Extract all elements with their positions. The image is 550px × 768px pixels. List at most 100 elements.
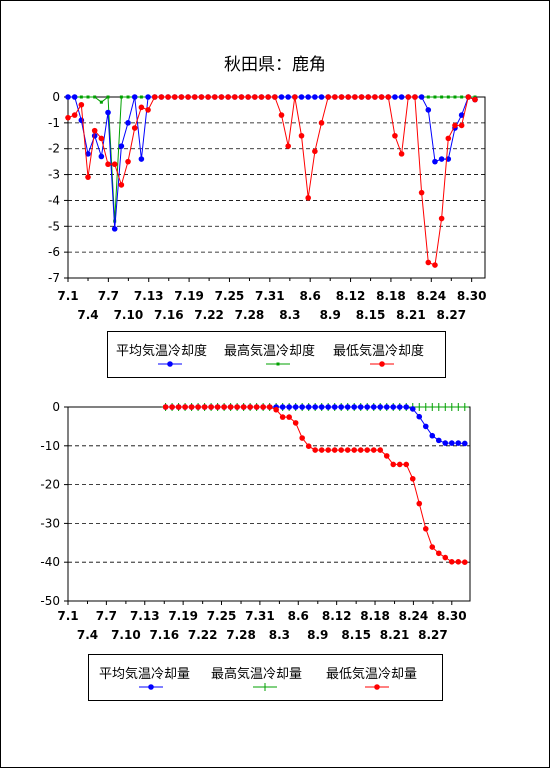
data-point-mean bbox=[312, 94, 318, 100]
data-point-mean bbox=[325, 404, 331, 410]
x-tick-label: 8.30 bbox=[457, 289, 487, 303]
x-tick-label: 8.27 bbox=[437, 308, 467, 322]
data-point-min bbox=[171, 94, 178, 100]
data-point-mean bbox=[435, 437, 442, 444]
x-tick-label: 8.15 bbox=[341, 628, 371, 642]
data-point-min bbox=[138, 104, 145, 111]
data-point-mean bbox=[429, 432, 436, 439]
cooling-degree-chart: 0 -1 -2 -3 -4 -5 -6 -7 7.1 7.7 7.13 7.19 7.25 7.31 8.6… bbox=[48, 90, 487, 322]
y-tick-label: -4 bbox=[48, 193, 60, 207]
data-point-min bbox=[158, 94, 165, 100]
data-point-min bbox=[455, 559, 462, 565]
data-point-min bbox=[392, 132, 398, 139]
data-point-mean bbox=[351, 404, 358, 410]
data-point-min bbox=[198, 94, 205, 100]
data-point-min bbox=[98, 135, 105, 142]
y-tick-label: -6 bbox=[48, 245, 60, 259]
data-point-min bbox=[318, 120, 325, 126]
data-point-min bbox=[370, 447, 377, 453]
data-point-min bbox=[425, 259, 432, 266]
data-point-min bbox=[208, 404, 214, 410]
data-point-min bbox=[145, 107, 151, 113]
data-point-min bbox=[338, 94, 345, 100]
data-point-min bbox=[201, 404, 208, 410]
y-tick-label: 0 bbox=[52, 400, 60, 414]
data-point-min bbox=[351, 447, 358, 453]
data-point-min bbox=[312, 148, 318, 155]
data-point-min bbox=[225, 94, 231, 100]
data-point-mean bbox=[279, 404, 286, 410]
data-point-min bbox=[71, 112, 78, 118]
data-point-min bbox=[385, 94, 392, 100]
x-tick-label: 8.3 bbox=[269, 628, 290, 642]
legend-marker-max bbox=[261, 683, 269, 691]
data-point-mean bbox=[305, 94, 311, 100]
data-point-min bbox=[232, 94, 238, 100]
data-point-max bbox=[433, 95, 437, 99]
data-point-min bbox=[191, 94, 198, 100]
data-point-min bbox=[118, 182, 125, 188]
data-point-mean bbox=[403, 404, 410, 410]
y-tick-label: -2 bbox=[48, 142, 60, 156]
x-tick-label: 7.1 bbox=[57, 609, 78, 623]
data-point-max bbox=[119, 95, 123, 99]
x-tick-label: 7.1 bbox=[57, 289, 78, 303]
data-point-min bbox=[390, 461, 397, 468]
data-point-min bbox=[260, 404, 266, 410]
plot-area bbox=[67, 406, 471, 602]
y-tick-label: -50 bbox=[40, 594, 60, 608]
x-tick-label: 7.16 bbox=[154, 308, 184, 322]
data-point-mean bbox=[438, 156, 445, 162]
legend-label-min-amount: 最低気温冷却量 bbox=[326, 667, 418, 682]
data-point-mean bbox=[344, 404, 351, 410]
y-tick-label: 0 bbox=[52, 90, 60, 104]
x-tick-label: 7.16 bbox=[149, 628, 179, 642]
data-point-min bbox=[305, 195, 311, 201]
data-point-min bbox=[461, 559, 468, 565]
data-point-min bbox=[416, 500, 423, 507]
data-point-max bbox=[446, 95, 450, 99]
data-point-min bbox=[345, 94, 352, 100]
data-point-min bbox=[418, 189, 425, 196]
data-point-min bbox=[234, 404, 240, 410]
x-tick-label: 8.15 bbox=[356, 308, 386, 322]
data-point-mean bbox=[422, 423, 429, 430]
data-point-min bbox=[292, 420, 299, 426]
data-point-mean bbox=[458, 112, 465, 118]
data-point-mean bbox=[461, 440, 468, 447]
data-point-min bbox=[405, 94, 412, 100]
data-point-min bbox=[325, 447, 331, 453]
data-point-min bbox=[365, 94, 372, 100]
legend-marker-mean bbox=[167, 361, 173, 367]
data-point-min bbox=[105, 161, 111, 168]
data-point-min bbox=[298, 132, 305, 139]
data-point-min bbox=[65, 114, 71, 121]
data-point-mean bbox=[357, 404, 364, 410]
x-tick-label: 7.22 bbox=[194, 308, 224, 322]
data-point-mean bbox=[398, 94, 405, 100]
data-point-min bbox=[252, 94, 258, 100]
data-point-mean bbox=[442, 440, 449, 446]
data-point-max bbox=[460, 403, 469, 411]
x-tick-label: 8.21 bbox=[380, 628, 410, 642]
data-point-min bbox=[151, 94, 158, 100]
x-tick-label: 8.18 bbox=[360, 609, 390, 623]
data-point-mean bbox=[298, 94, 305, 100]
x-tick-label: 7.10 bbox=[111, 628, 141, 642]
data-point-min bbox=[265, 94, 271, 100]
data-point-mean bbox=[65, 94, 71, 100]
data-point-mean bbox=[338, 404, 345, 410]
legend-label-max: 最高気温冷却度 bbox=[224, 344, 316, 359]
legend-label-min: 最低気温冷却度 bbox=[333, 344, 425, 359]
data-point-min bbox=[182, 404, 188, 410]
data-point-min bbox=[378, 94, 385, 100]
x-tick-label: 7.4 bbox=[77, 308, 98, 322]
data-point-mean bbox=[416, 413, 423, 420]
data-point-min bbox=[452, 122, 458, 129]
data-point-min bbox=[312, 447, 318, 453]
data-point-min bbox=[438, 215, 445, 222]
x-tick-label: 7.25 bbox=[207, 609, 237, 623]
data-point-min bbox=[445, 135, 452, 142]
data-point-mean bbox=[299, 404, 305, 410]
x-tick-label: 8.21 bbox=[396, 308, 426, 322]
